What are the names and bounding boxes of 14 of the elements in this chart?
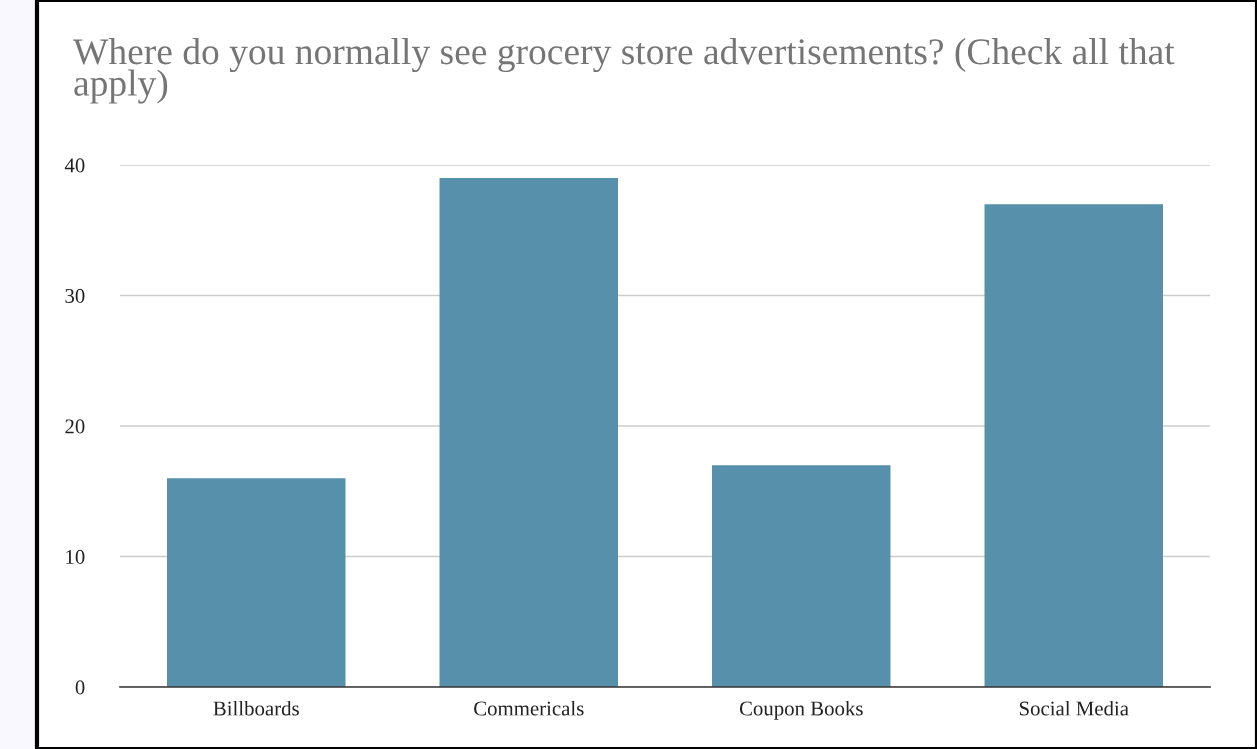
x-tick-label: Social Media: [1019, 700, 1129, 716]
chart-title: Where do you normally see grocery store advertisements? (Check all that apply): [73, 38, 1175, 104]
y-tick-label: 20: [65, 419, 85, 434]
y-tick-label: 40: [64, 158, 85, 173]
bar: [712, 465, 891, 687]
bar: [167, 478, 346, 687]
x-tick-label: Billboards: [213, 700, 299, 716]
x-tick-label: Commericals: [474, 700, 584, 716]
x-tick-label: Coupon Books: [739, 700, 863, 720]
y-tick-label: 10: [66, 549, 85, 564]
y-tick-label: 30: [65, 288, 85, 303]
bar: [439, 178, 618, 687]
y-tick-label: 0: [75, 680, 85, 695]
bar: [984, 204, 1163, 687]
